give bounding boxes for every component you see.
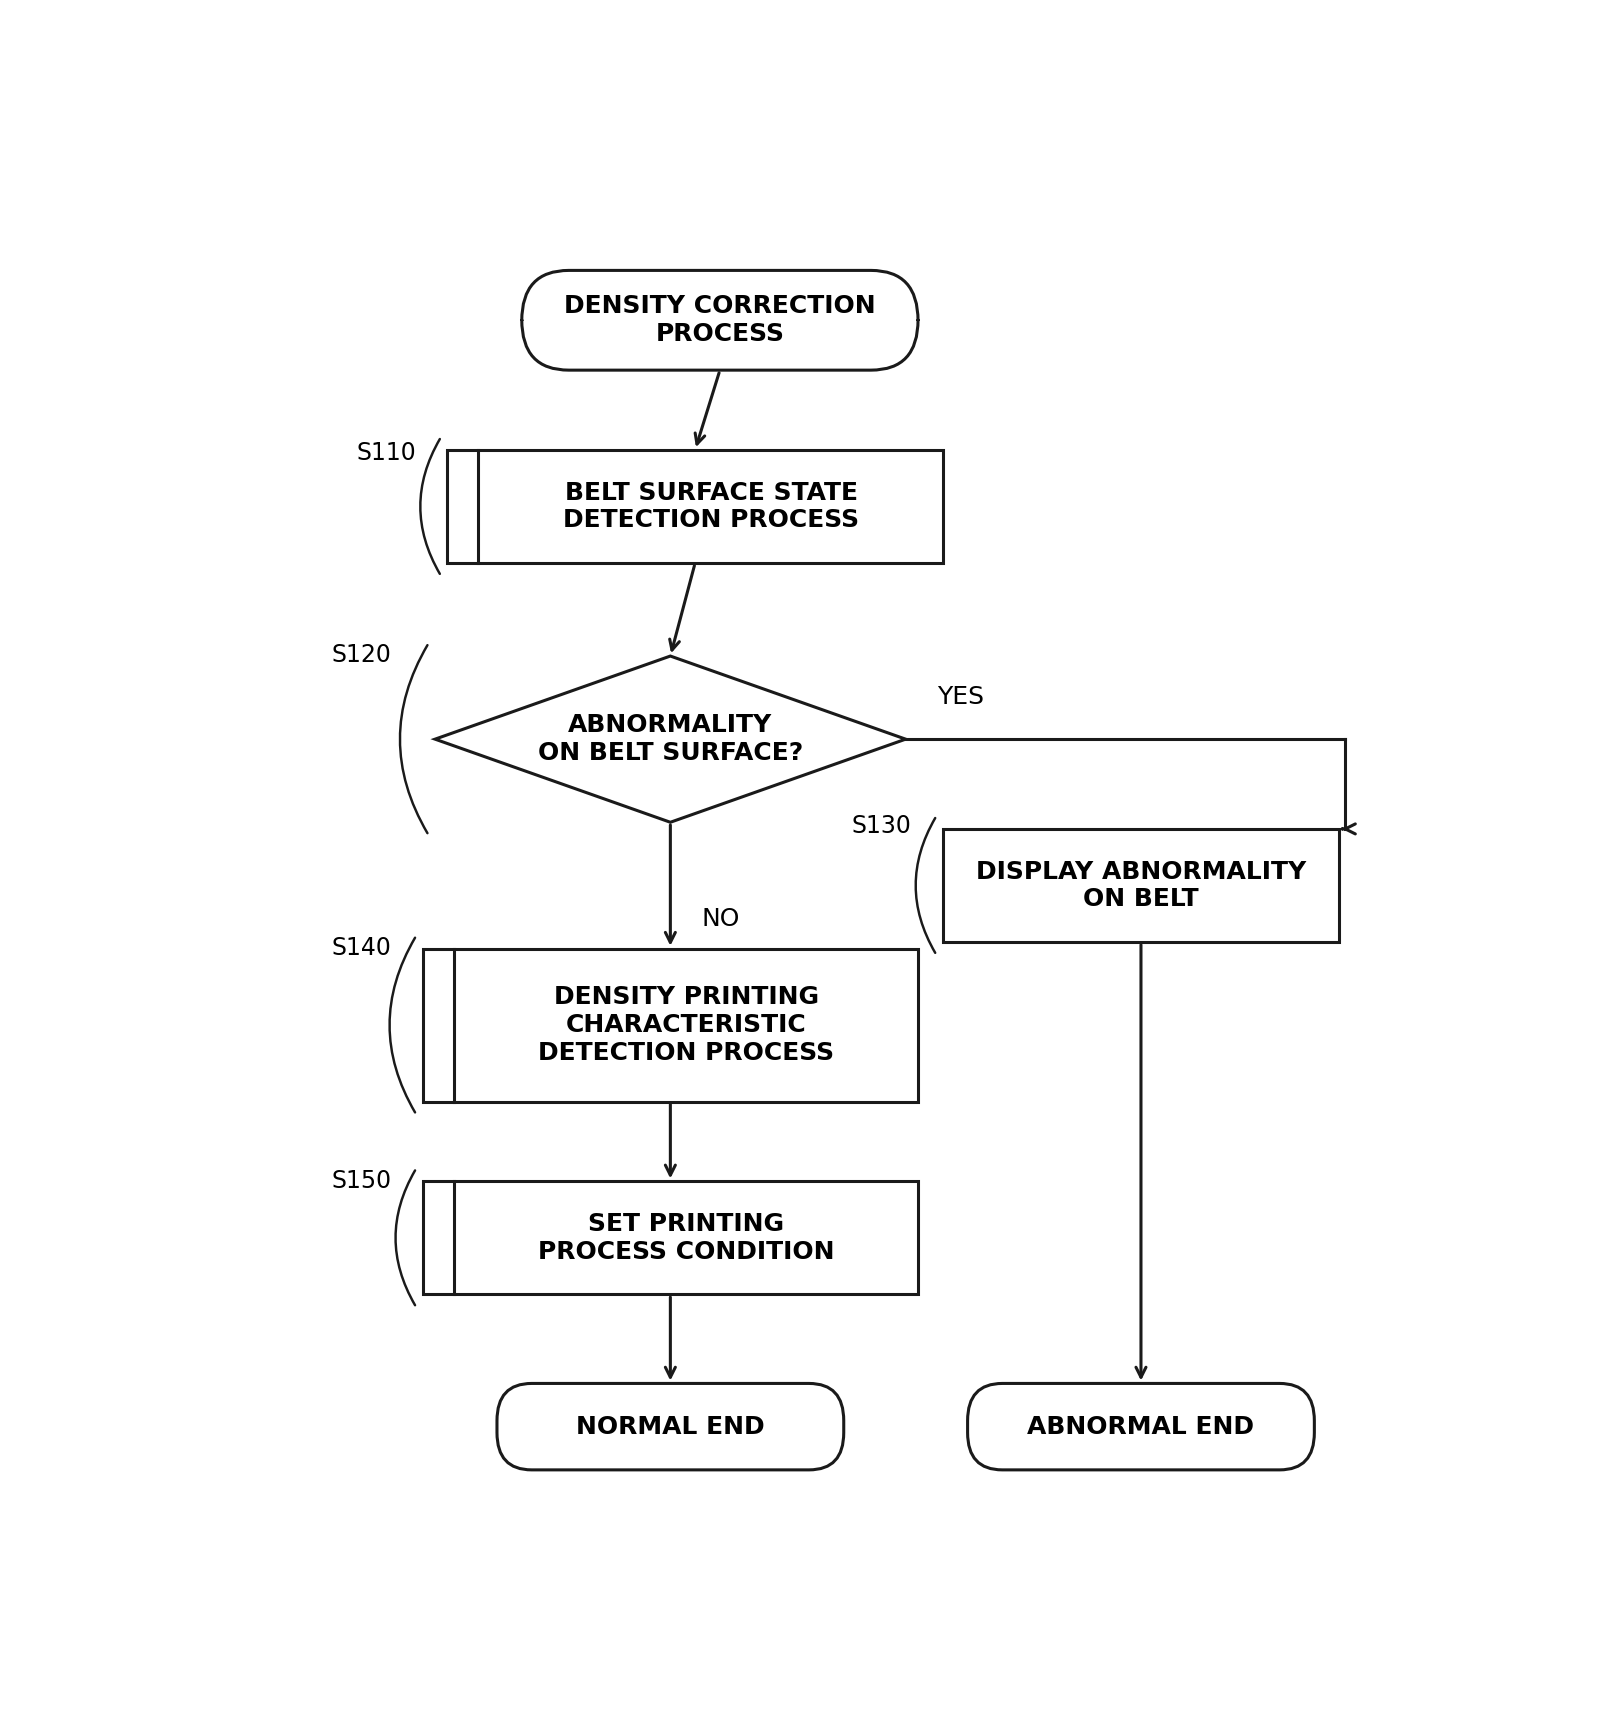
Bar	[422, 1181, 919, 1294]
Text: YES: YES	[936, 684, 984, 708]
Text: NO: NO	[702, 907, 740, 931]
Bar	[422, 948, 919, 1102]
Text: DENSITY PRINTING
CHARACTERISTIC
DETECTION PROCESS: DENSITY PRINTING CHARACTERISTIC DETECTIO…	[539, 986, 834, 1066]
Text: S110: S110	[356, 442, 417, 465]
FancyBboxPatch shape	[523, 271, 919, 370]
Text: S120: S120	[332, 644, 392, 667]
Text: DENSITY CORRECTION
PROCESS: DENSITY CORRECTION PROCESS	[564, 294, 876, 345]
Text: S140: S140	[332, 936, 392, 960]
Text: SET PRINTING
PROCESS CONDITION: SET PRINTING PROCESS CONDITION	[539, 1212, 834, 1264]
Text: ABNORMAL END: ABNORMAL END	[1028, 1414, 1254, 1439]
Bar	[943, 829, 1339, 941]
Text: S150: S150	[331, 1169, 392, 1193]
Text: DISPLAY ABNORMALITY
ON BELT: DISPLAY ABNORMALITY ON BELT	[976, 860, 1306, 912]
FancyBboxPatch shape	[968, 1383, 1314, 1470]
Bar	[447, 451, 943, 563]
Text: S130: S130	[852, 813, 912, 838]
FancyBboxPatch shape	[497, 1383, 844, 1470]
Text: ABNORMALITY
ON BELT SURFACE?: ABNORMALITY ON BELT SURFACE?	[539, 713, 802, 765]
Polygon shape	[435, 656, 906, 822]
Text: BELT SURFACE STATE
DETECTION PROCESS: BELT SURFACE STATE DETECTION PROCESS	[562, 480, 860, 532]
Text: NORMAL END: NORMAL END	[575, 1414, 765, 1439]
